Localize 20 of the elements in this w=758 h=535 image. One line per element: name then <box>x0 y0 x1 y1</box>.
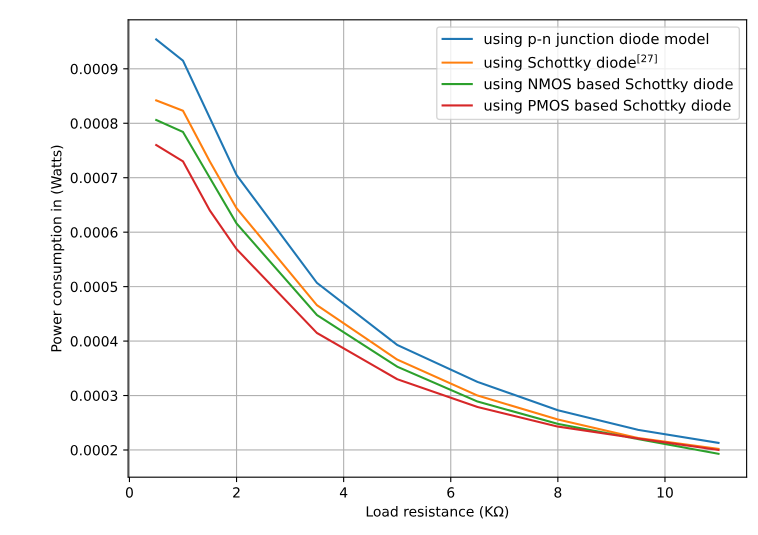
y-tick-label: 0.0002 <box>70 444 117 456</box>
y-tick-label: 0.0008 <box>70 118 118 129</box>
y-tick-label: 0.0004 <box>70 336 118 347</box>
x-axis-title: Load resistance (KΩ) <box>366 506 508 518</box>
y-tick-label: 0.0006 <box>70 227 118 238</box>
x-tick-label: 2 <box>233 487 240 498</box>
y-tick-label: 0.0003 <box>70 390 118 402</box>
legend-label: using Schottky diode$^{[27]}$ <box>484 54 657 71</box>
y-tick-label: 0.0005 <box>70 282 118 292</box>
y-tick-label: 0.0009 <box>70 64 118 74</box>
y-axis-title: Power consumption in (Watts) <box>50 146 64 352</box>
x-tick-label: 6 <box>447 487 454 498</box>
x-tick-label: 8 <box>554 487 562 498</box>
legend-label: using NMOS based Schottky diode <box>484 78 733 92</box>
x-tick-label: 0 <box>126 487 133 498</box>
x-tick-label: 10 <box>658 487 673 498</box>
legend-label: using PMOS based Schottky diode <box>484 100 731 114</box>
x-tick-label: 4 <box>340 487 348 498</box>
legend-label: using p-n junction diode model <box>484 32 708 48</box>
y-tick-label: 0.0007 <box>70 172 118 184</box>
